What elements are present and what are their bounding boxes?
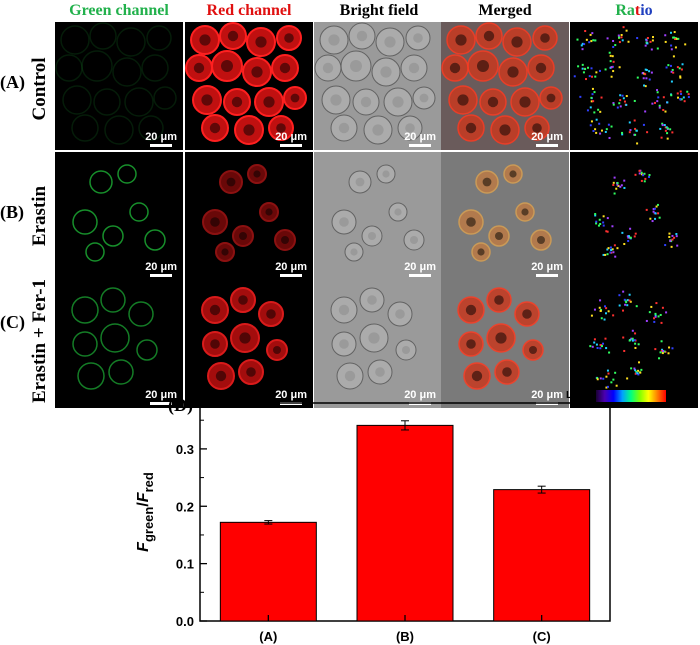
panel-red-row-2: 20 μm <box>185 152 313 280</box>
y-tick-label: 0.0 <box>176 614 194 629</box>
bar-3 <box>493 489 591 622</box>
scale-bar-label: 20 μm <box>531 131 563 143</box>
condition-erastin: Erastin <box>29 185 50 247</box>
panel-green-row-3: 20 μm <box>55 280 183 408</box>
panel-merged-row-3: 20 μm <box>441 280 569 408</box>
panel-merged-row-2: 20 μm <box>441 152 569 280</box>
scale-bar: 20 μm <box>145 261 177 277</box>
scale-bar-line <box>536 144 559 147</box>
scale-bar-label: 20 μm <box>531 261 563 273</box>
x-tick-label: (C) <box>533 629 551 644</box>
y-tick-label: 0.1 <box>176 557 194 572</box>
row-label-b: (B) <box>0 202 24 222</box>
scale-bar: 20 μm <box>404 131 436 147</box>
panel-red-row-1: 20 μm <box>185 22 313 150</box>
panel-ratio-row-1 <box>570 22 698 150</box>
scale-bar-line <box>280 144 303 147</box>
scale-bar-label: 20 μm <box>145 389 177 401</box>
scale-bar-label: 20 μm <box>404 261 436 273</box>
scale-bar-line <box>150 274 173 277</box>
scale-bar-line <box>409 144 432 147</box>
panel-green-row-2: 20 μm <box>55 152 183 280</box>
ylabel-f2: F <box>135 491 152 502</box>
scale-bar-line <box>150 402 173 405</box>
panel-bright-row-1: 20 μm <box>314 22 442 150</box>
scale-bar-label: 20 μm <box>275 131 307 143</box>
scale-bar-label: 20 μm <box>275 261 307 273</box>
y-tick-label: 0.3 <box>176 442 194 457</box>
ratio-letters-3: io <box>640 2 653 19</box>
scale-bar: 20 μm <box>145 389 177 405</box>
scale-bar-label: 20 μm <box>145 261 177 273</box>
x-tick-label: (A) <box>259 629 277 644</box>
row-label-a: (A) <box>0 72 25 92</box>
ratio-letters-2: t <box>634 2 641 19</box>
scale-bar-line <box>280 274 303 277</box>
ylabel-sub2: red <box>141 472 156 492</box>
ylabel-slash: / <box>135 502 152 507</box>
condition-erastin-fer1: Erastin + Fer-1 <box>29 278 50 404</box>
header-green-channel: Green channel <box>69 2 169 19</box>
scale-bar: 20 μm <box>531 261 563 277</box>
panel-label-d: (D) <box>168 395 193 416</box>
x-tick-label: (B) <box>396 629 414 644</box>
colorbar-high-label: High <box>669 390 692 401</box>
panel-ratio-row-3 <box>570 280 698 408</box>
scale-bar: 20 μm <box>531 131 563 147</box>
bar-chart: 0.00.10.20.3(A) (B) (C)(D)Fgreen/Fred <box>135 395 611 644</box>
colorbar-low-label: Low <box>566 390 586 401</box>
ylabel-f1: F <box>135 541 152 552</box>
y-tick-label: 0.2 <box>176 499 194 514</box>
scale-bar-label: 20 μm <box>145 131 177 143</box>
ylabel-sub1: green <box>141 507 156 542</box>
header-ratio: Ratio <box>570 0 698 22</box>
panel-ratio-row-2 <box>570 152 698 280</box>
panel-bright-row-3: 20 μm <box>314 280 442 408</box>
panel-bright-row-2: 20 μm <box>314 152 442 280</box>
scale-bar-line <box>409 274 432 277</box>
scale-bar: 20 μm <box>275 261 307 277</box>
panel-green-row-1: 20 μm <box>55 22 183 150</box>
scale-bar-line <box>536 274 559 277</box>
panel-red-row-3: 20 μm <box>185 280 313 408</box>
scale-bar-label: 20 μm <box>404 389 436 401</box>
scale-bar: 20 μm <box>404 261 436 277</box>
panel-merged-row-1: 20 μm <box>441 22 569 150</box>
header-red-channel: Red channel <box>206 2 292 19</box>
header-bright-field: Bright field <box>339 2 419 19</box>
scale-bar: 20 μm <box>145 131 177 147</box>
bar-1 <box>219 521 317 622</box>
scale-bar: 20 μm <box>275 131 307 147</box>
row-label-c: (C) <box>0 312 25 332</box>
header-merged: Merged <box>478 2 532 19</box>
y-axis-label: Fgreen/Fred <box>135 472 156 552</box>
scale-bar-line <box>150 144 173 147</box>
scale-bar-label: 20 μm <box>404 131 436 143</box>
ratio-letters-1: Ra <box>615 2 635 19</box>
scale-bar-label: 20 μm <box>275 389 307 401</box>
scale-bar-label: 20 μm <box>531 389 563 401</box>
condition-control: Control <box>29 57 50 121</box>
ratio-colorbar <box>596 390 666 402</box>
bar-2 <box>356 424 454 622</box>
